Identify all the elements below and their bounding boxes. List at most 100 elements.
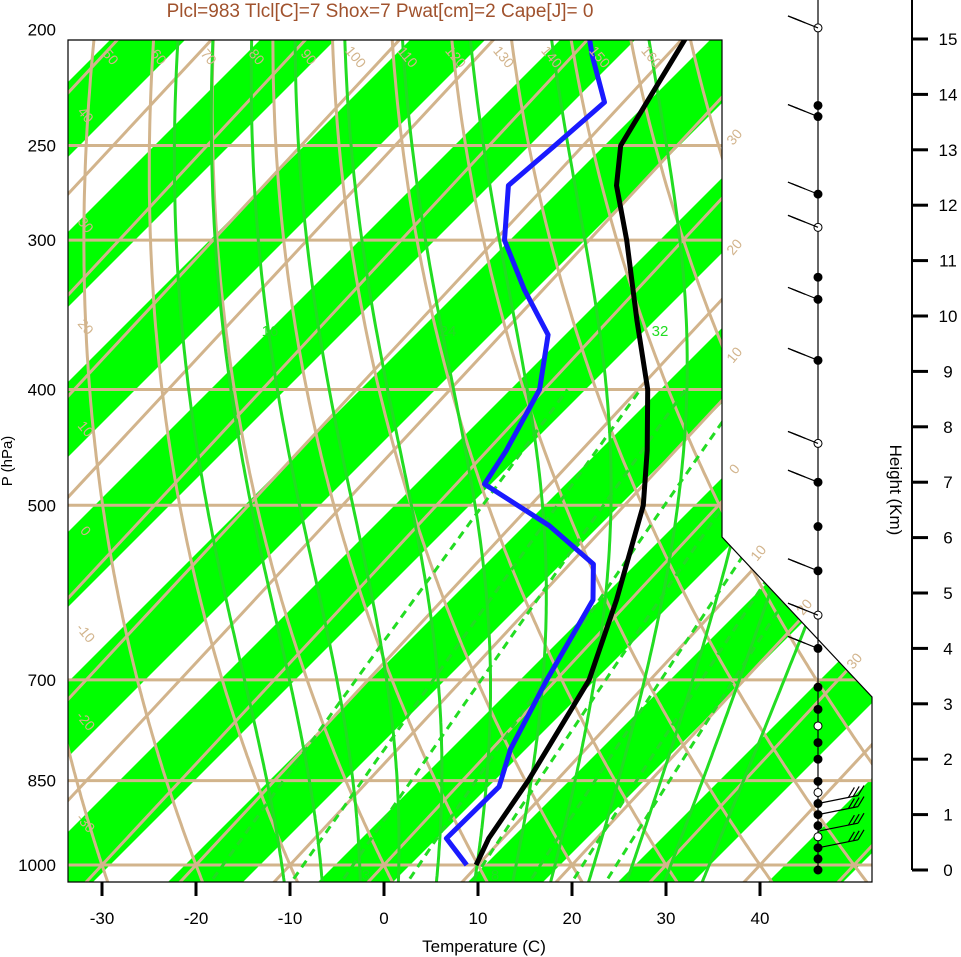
dry-adiabat-line [82,40,208,882]
wind-barb-feather [857,785,865,796]
mixing-ratio-line [400,388,747,882]
wind-barb-feather [847,798,855,809]
wind-barb-feather [852,813,860,825]
green-band-4 [68,40,675,882]
dry-adiabat-line [545,40,872,882]
temperature-tick-label: 40 [751,909,770,928]
mixing-ratio-label: 8 [491,867,499,884]
pressure-tick-label: 400 [28,380,56,399]
wind-barb-feather [794,561,806,567]
height-tick-label: 2 [943,750,952,769]
wind-barb [787,469,819,483]
dry-adiabat-label: 160 [638,43,665,71]
isotherm-line [68,40,770,882]
moist-adiabat-label: 32 [652,323,669,340]
wind-barb-shaft [817,822,859,832]
wind-level-marker [813,721,823,731]
wind-barb-feather [794,18,806,24]
isotherm-label: 10 [723,344,745,366]
moist-adiabat-line [172,40,287,882]
x-axis-label: Temperature (C) [422,937,546,956]
wind-profile-column [787,0,865,875]
wind-barb [817,812,865,832]
height-tick-label: 9 [943,362,952,381]
height-tick-label: 13 [939,141,958,160]
wind-barb [787,15,819,29]
wind-level-marker [813,787,823,797]
temperature-tick-label: 20 [563,909,582,928]
chart-title: Plcl=983 Tlcl[C]=7 Shox=7 Pwat[cm]=2 Cap… [167,1,594,22]
wind-barb-feather [794,433,806,439]
wind-level-marker [813,832,823,842]
height-tick-label: 0 [943,861,952,880]
pressure-tick-label: 850 [28,772,56,791]
moist-adiabat-line [400,40,492,882]
height-tick-label: 1 [943,806,952,825]
wind-barb-feather [847,814,855,826]
dry-adiabat-label: -10 [73,620,98,646]
plot-frame [67,39,873,883]
wind-barb-feather [794,638,806,644]
wind-barb [787,181,819,195]
isotherm-line [68,40,872,882]
green-band-7 [150,40,872,882]
temperature-tick-label: 10 [469,909,488,928]
temperature-tick-label: -10 [278,909,303,928]
pressure-tick-label: 200 [28,21,56,40]
wind-barb-shaft [817,806,859,816]
wind-barb-feather [794,350,806,356]
isotherm-line [68,40,676,882]
isotherm-line [68,40,872,882]
wind-barb-feather [794,605,806,611]
dry-adiabat-label: 20 [75,316,97,338]
wind-barb-shaft [817,794,859,805]
height-tick-label: 12 [939,196,958,215]
isotherm-label: 30 [843,650,865,672]
mixing-ratio-label: 3 [362,867,370,884]
wind-barb-feather [852,797,860,808]
height-axis-label: Height (Km) [886,445,905,536]
height-axis: 012345678910111213141516 [911,0,958,880]
wind-level-marker [813,272,823,282]
moist-adiabat-line [584,40,689,882]
temperature-tick-label: -20 [184,909,209,928]
wind-level-marker [813,821,823,831]
wind-barb-feather [857,829,865,841]
isotherm-line [359,40,872,882]
wind-barb [787,286,819,300]
wind-barb-shaft [817,839,859,849]
pressure-tick-label: 700 [28,671,56,690]
isotherm-line [68,40,872,882]
isotherm-line [641,40,872,882]
moist-adiabat-line [293,40,401,882]
moist-adiabat-line [249,40,362,882]
pressure-tick-label: 500 [28,496,56,515]
wind-level-marker [813,682,823,692]
height-tick-label: 8 [943,418,952,437]
temperature-tick-label: -30 [90,909,115,928]
wind-level-marker [813,754,823,764]
wind-barb-feather [794,106,806,112]
wind-barb-feather [847,787,855,798]
isotherm-line [77,40,872,882]
dewpoint-profile-line [443,40,747,867]
wind-barb [817,796,865,816]
wind-barb [817,785,865,805]
wind-barb [787,558,819,572]
wind-level-marker [813,854,823,864]
wind-barb-feather [794,289,806,295]
height-tick-label: 15 [939,30,958,49]
moist-adiabat-line [547,40,613,882]
wind-barb-feather [794,217,806,223]
wind-level-marker [813,738,823,748]
temperature-profile-line [473,40,872,867]
pressure-tick-label: 1000 [18,856,56,875]
height-tick-label: 14 [939,85,958,104]
y-axis-label: P (hPa) [0,436,16,487]
wind-barb-feather [794,472,806,478]
plot-area [68,40,872,882]
temperature-axis: -30 -20 -10 0 10 20 30 40 [90,882,770,928]
wind-level-marker [813,522,823,532]
isotherm-line [547,40,872,882]
